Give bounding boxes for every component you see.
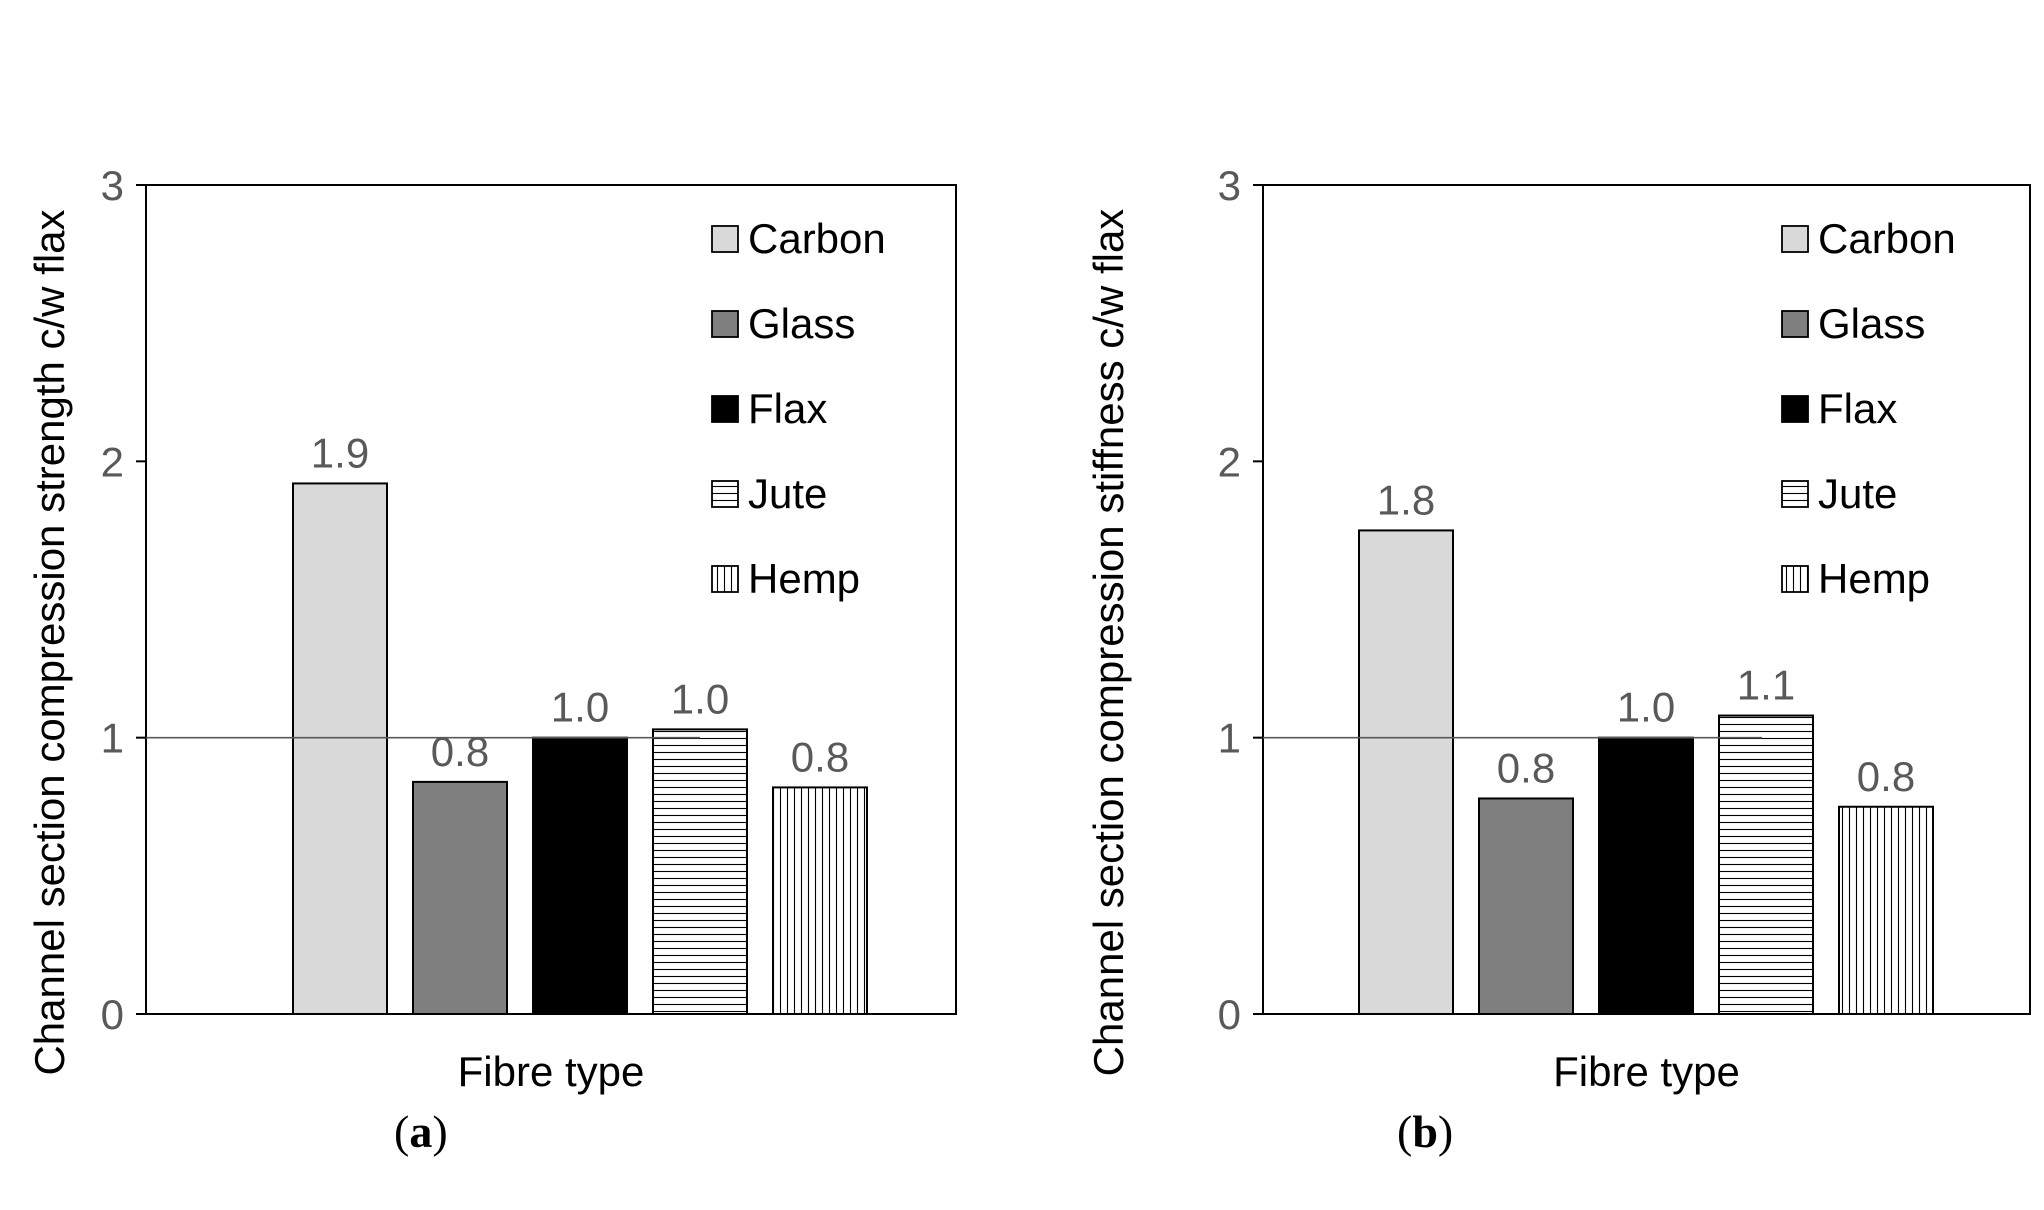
y-tick-label: 3 xyxy=(101,162,124,209)
data-label-jute: 1.1 xyxy=(1737,662,1795,709)
legend-swatch-carbon xyxy=(711,225,739,253)
bar-jute xyxy=(1718,714,1814,1015)
data-label-carbon: 1.9 xyxy=(311,429,369,476)
y-tick-label: 1 xyxy=(1218,715,1241,762)
chart-a-svg: 0 1 2 3 Channel section compression strength… xyxy=(26,162,957,1095)
data-label-hemp: 0.8 xyxy=(1857,753,1915,800)
data-label-glass: 0.8 xyxy=(431,728,489,775)
bar-flax xyxy=(532,736,628,1016)
data-label-flax: 1.0 xyxy=(551,684,609,731)
data-label-glass: 0.8 xyxy=(1497,744,1555,791)
y-tick-label: 1 xyxy=(101,715,124,762)
bar-glass xyxy=(1478,797,1574,1016)
x-axis-title: Fibre type xyxy=(458,1048,645,1095)
chart-panel-b: 0 1 2 3 Channel section compression stiffnes… xyxy=(1062,0,2044,1210)
caption-b: (b) xyxy=(1397,1106,1454,1157)
legend-label-hemp: Hemp xyxy=(748,555,860,602)
legend-label-glass: Glass xyxy=(1818,300,1925,347)
legend-swatch-carbon xyxy=(1781,225,1809,253)
bar-hemp xyxy=(772,786,868,1016)
data-label-jute: 1.0 xyxy=(671,675,729,722)
x-axis-title: Fibre type xyxy=(1553,1048,1740,1095)
legend-swatch-jute xyxy=(711,480,739,508)
legend-label-hemp: Hemp xyxy=(1818,555,1930,602)
y-tick-label: 3 xyxy=(1218,162,1241,209)
data-label-flax: 1.0 xyxy=(1617,684,1675,731)
caption-a: (a) xyxy=(394,1106,448,1157)
legend-swatch-hemp xyxy=(711,565,739,593)
y-axis-title: Channel section compression stiffness c/… xyxy=(1085,209,1132,1077)
y-tick-label: 0 xyxy=(1218,991,1241,1038)
chart-panel-a: 0 1 2 3 Channel section compression strength… xyxy=(26,162,957,1157)
legend-label-glass: Glass xyxy=(748,300,855,347)
legend-label-jute: Jute xyxy=(748,470,827,517)
bar-carbon xyxy=(292,482,388,1015)
bar-jute xyxy=(652,728,748,1015)
bar-flax xyxy=(1598,736,1694,1016)
legend-swatch-glass xyxy=(1781,310,1809,338)
bar-carbon xyxy=(1358,529,1454,1016)
legend-swatch-glass xyxy=(711,310,739,338)
legend-swatch-flax xyxy=(1781,395,1809,423)
y-tick-label: 0 xyxy=(101,991,124,1038)
legend-label-carbon: Carbon xyxy=(748,215,886,262)
legend-label-flax: Flax xyxy=(1818,385,1897,432)
legend-label-carbon: Carbon xyxy=(1818,215,1956,262)
bar-glass xyxy=(412,780,508,1015)
legend-label-jute: Jute xyxy=(1818,470,1897,517)
legend-swatch-flax xyxy=(711,395,739,423)
bar-hemp xyxy=(1838,805,1934,1015)
y-tick-label: 2 xyxy=(101,438,124,485)
y-tick-label: 2 xyxy=(1218,438,1241,485)
data-label-hemp: 0.8 xyxy=(791,733,849,780)
chart-b-svg: 0 1 2 3 Channel section compression stiffnes… xyxy=(1085,162,2031,1095)
legend-swatch-jute xyxy=(1781,480,1809,508)
legend-label-flax: Flax xyxy=(748,385,827,432)
legend-swatch-hemp xyxy=(1781,565,1809,593)
y-axis-title: Channel section compression strength c/w… xyxy=(26,209,73,1075)
data-label-carbon: 1.8 xyxy=(1377,476,1435,523)
